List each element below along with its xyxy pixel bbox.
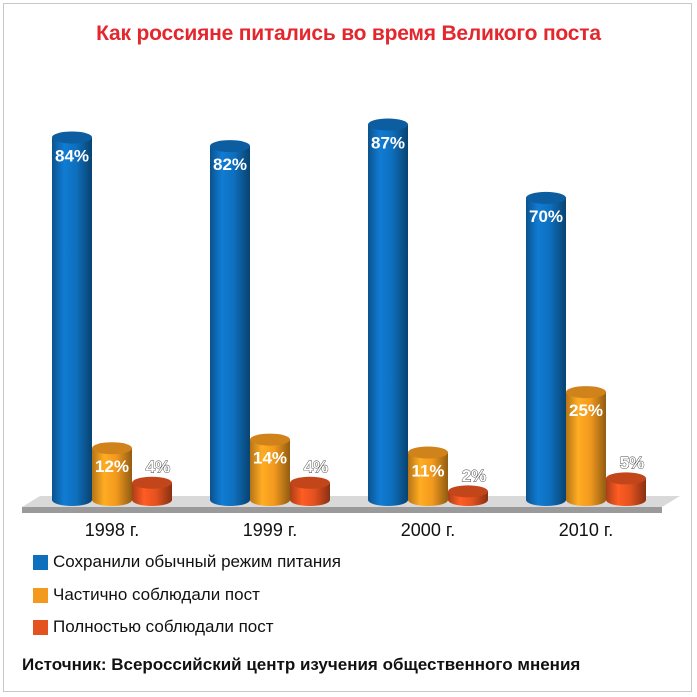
value-label-2-0: 4% — [146, 458, 171, 477]
bar-top-0-1 — [210, 140, 250, 153]
legend-label-0: Сохранили обычный режим питания — [53, 552, 341, 571]
value-label-1-0: 12% — [95, 457, 129, 476]
category-label-3: 2010 г. — [559, 520, 613, 540]
value-label-2-2: 2% — [462, 466, 487, 485]
legend-item-2: Полностью соблюдали пост — [33, 616, 274, 638]
legend-item-1: Частично соблюдали пост — [33, 584, 260, 606]
chart-floor-edge — [22, 507, 662, 513]
bar-1-1 — [250, 439, 290, 506]
value-label-0-3: 70% — [529, 207, 563, 226]
bar-top-1-2 — [408, 446, 448, 459]
source-note: Источник: Всероссийский центр изучения о… — [22, 655, 581, 674]
bar-2-0 — [132, 482, 172, 506]
chart-frame — [3, 3, 692, 692]
value-label-2-1: 4% — [304, 458, 329, 477]
bar-top-0-2 — [368, 118, 408, 131]
value-label-1-1: 14% — [253, 449, 287, 468]
bar-0-1 — [210, 146, 250, 506]
value-label-2-3: 5% — [620, 453, 645, 472]
bar-0-0 — [52, 137, 92, 506]
category-label-1: 1999 г. — [243, 520, 297, 540]
bar-1-0 — [92, 448, 132, 506]
bar-top-1-1 — [250, 433, 290, 446]
value-label-0-0: 84% — [55, 146, 89, 165]
bar-top-2-3 — [606, 472, 646, 485]
bar-2-1 — [290, 482, 330, 506]
legend-swatch-1 — [33, 587, 48, 603]
legend-item-0: Сохранили обычный режим питания — [33, 551, 341, 573]
bar-1-3 — [566, 392, 606, 506]
bar-top-0-0 — [52, 131, 92, 144]
legend-swatch-2 — [33, 619, 48, 635]
bar-2-3 — [606, 478, 646, 506]
bar-top-1-0 — [92, 442, 132, 455]
legend-label-2: Полностью соблюдали пост — [53, 617, 274, 636]
category-label-2: 2000 г. — [401, 520, 455, 540]
bar-0-2 — [368, 124, 408, 507]
bar-top-0-3 — [526, 191, 566, 204]
legend-label-1: Частично соблюдали пост — [53, 585, 260, 604]
value-label-1-3: 25% — [569, 401, 603, 420]
value-label-1-2: 11% — [411, 462, 444, 481]
chart-floor — [22, 496, 680, 507]
bar-top-2-0 — [132, 476, 172, 489]
bar-0-3 — [526, 197, 566, 507]
value-label-0-1: 82% — [213, 155, 247, 174]
bar-top-2-1 — [290, 476, 330, 489]
bar-top-1-3 — [566, 386, 606, 399]
value-label-0-2: 87% — [371, 134, 405, 153]
legend-swatch-0 — [33, 554, 48, 570]
bar-top-2-2 — [448, 485, 488, 498]
bar-1-2 — [408, 452, 448, 506]
chart-title: Как россияне питались во время Великого … — [96, 22, 601, 45]
category-label-0: 1998 г. — [85, 520, 139, 540]
